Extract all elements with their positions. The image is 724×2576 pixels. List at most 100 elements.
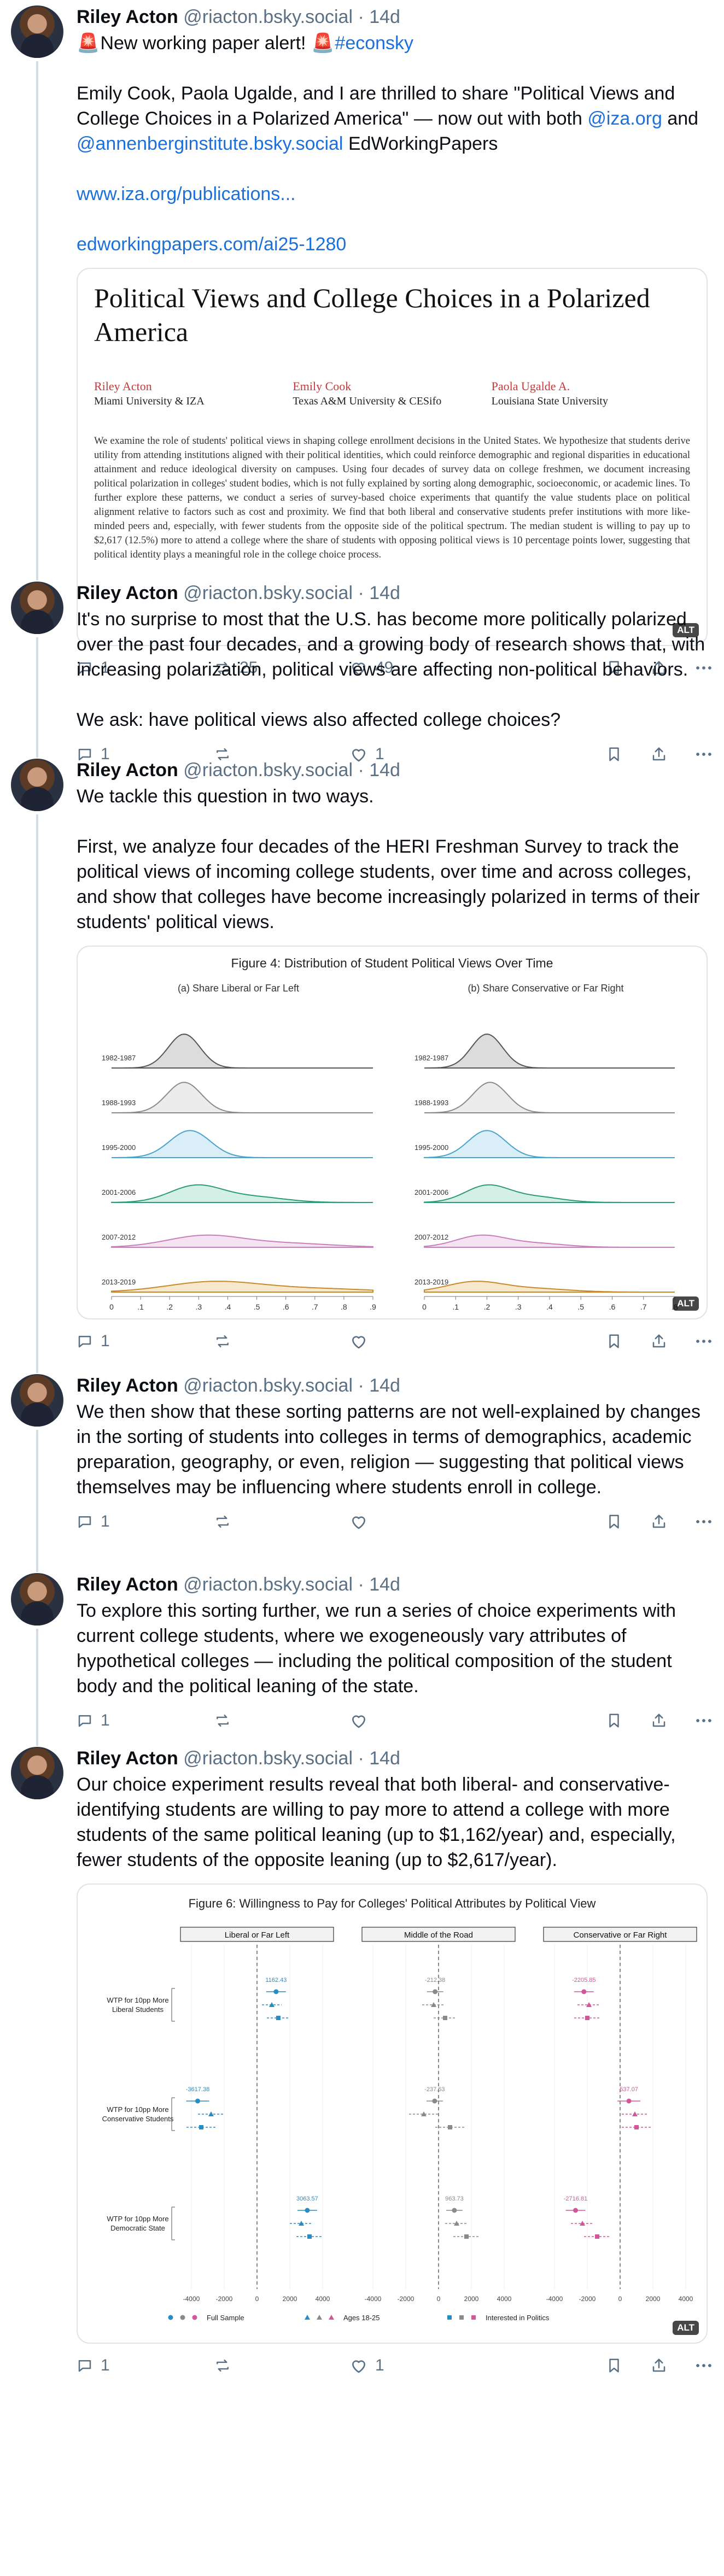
post-header: Riley Acton @riacton.bsky.social · 14d [77,4,713,30]
reply-button[interactable]: 1 [77,1512,213,1531]
post-time[interactable]: · 14d [358,1375,400,1396]
post[interactable]: Riley Acton @riacton.bsky.social · 14d 🚨… [11,0,711,677]
x-tick-label: .3 [195,1302,202,1311]
avatar[interactable] [11,582,63,634]
avatar[interactable] [11,1573,63,1626]
bookmark-button[interactable] [607,660,651,676]
heart-icon [350,660,367,676]
avatar[interactable] [11,1374,63,1427]
post[interactable]: Riley Acton @riacton.bsky.social · 14d O… [11,1741,711,2374]
bookmark-button[interactable] [607,1712,651,1729]
post-time[interactable]: · 14d [358,583,400,603]
share-icon [651,746,667,762]
legend-marker [459,2315,464,2320]
share-button[interactable] [651,1333,694,1349]
more-options-button[interactable] [694,746,713,762]
post[interactable]: Riley Acton @riacton.bsky.social · 14d T… [11,1568,711,1746]
x-tick-label: .2 [166,1302,173,1311]
avatar[interactable] [11,759,63,811]
repost-button[interactable]: 25 [213,659,350,677]
x-tick-label: -2000 [579,2295,596,2303]
more-options-button[interactable] [694,1333,713,1349]
share-button[interactable] [651,746,694,762]
avatar[interactable] [11,1747,63,1799]
more-options-button[interactable] [694,2357,713,2374]
estimate-point [573,2208,578,2213]
repost-button[interactable] [213,1333,350,1349]
density-curve [424,1033,675,1069]
avatar[interactable] [11,5,63,58]
figure-6-image[interactable]: Figure 6: Willingness to Pay for College… [77,1883,708,2344]
repost-button[interactable] [213,2357,350,2374]
hashtag-link[interactable]: #econsky [335,33,414,54]
like-button[interactable]: 1 [350,745,607,764]
author-name[interactable]: Riley Acton [77,1375,178,1396]
panel-title: Middle of the Road [404,1930,473,1940]
bookmark-icon [607,2357,621,2374]
share-button[interactable] [651,660,694,676]
mention-link[interactable]: @iza.org [587,108,662,129]
more-options-button[interactable] [694,1712,713,1729]
author-handle[interactable]: @riacton.bsky.social [183,7,353,27]
estimate-point [421,2111,427,2116]
estimate-point [454,2221,459,2226]
bookmark-button[interactable] [607,2357,651,2374]
repost-button[interactable] [213,1712,350,1729]
reply-button[interactable]: 1 [77,745,213,764]
bookmark-button[interactable] [607,1513,651,1530]
author-name[interactable]: Riley Acton [77,7,178,27]
repost-button[interactable] [213,1513,350,1530]
x-tick-label: .4 [546,1302,553,1311]
post[interactable]: Riley Acton @riacton.bsky.social · 14d W… [11,1369,711,1572]
reply-count: 1 [101,745,110,763]
heart-icon [350,1333,367,1349]
like-button[interactable] [350,1333,607,1349]
alt-badge[interactable]: ALT [673,2321,699,2335]
repost-icon [213,1333,232,1349]
post-time[interactable]: · 14d [358,760,400,781]
author-name[interactable]: Riley Acton [77,760,178,781]
post-time[interactable]: · 14d [358,1748,400,1769]
author-handle[interactable]: @riacton.bsky.social [183,583,353,603]
figure-4-image[interactable]: Figure 4: Distribution of Student Politi… [77,946,708,1319]
reply-button[interactable]: 1 [77,2356,213,2375]
url-link[interactable]: www.iza.org/publications... [77,184,296,204]
like-button[interactable]: 49 [350,659,607,677]
repost-button[interactable] [213,746,350,762]
more-options-button[interactable] [694,1513,713,1530]
share-button[interactable] [651,1712,694,1729]
reply-button[interactable]: 1 [77,1332,213,1351]
url-link[interactable]: edworkingpapers.com/ai25-1280 [77,234,347,255]
density-curve [112,1034,373,1069]
bookmark-button[interactable] [607,746,651,762]
like-button[interactable] [350,1712,607,1729]
post[interactable]: Riley Acton @riacton.bsky.social · 14d W… [11,753,711,1373]
author-name[interactable]: Riley Acton [77,583,178,603]
alt-badge[interactable]: ALT [673,623,699,637]
bookmark-button[interactable] [607,1333,651,1349]
post-time[interactable]: · 14d [358,7,400,27]
alt-badge[interactable]: ALT [673,1296,699,1311]
more-options-button[interactable] [694,660,713,676]
author-name[interactable]: Riley Acton [77,1574,178,1595]
post[interactable]: Riley Acton @riacton.bsky.social · 14d I… [11,576,711,763]
like-button[interactable]: 1 [350,2356,607,2375]
post-time[interactable]: · 14d [358,1574,400,1595]
share-button[interactable] [651,2357,694,2374]
author-handle[interactable]: @riacton.bsky.social [183,1375,353,1396]
series-label: 1982-1987 [102,1054,136,1062]
series-label: 2013-2019 [102,1278,136,1286]
mention-link[interactable]: @annenberginstitute.bsky.social [77,133,343,154]
like-button[interactable] [350,1513,607,1530]
author-handle[interactable]: @riacton.bsky.social [183,1574,353,1595]
legend-marker [168,2315,173,2320]
author-handle[interactable]: @riacton.bsky.social [183,760,353,781]
reply-button[interactable]: 1 [77,659,213,677]
share-button[interactable] [651,1513,694,1530]
paper-image[interactable]: Political Views and College Choices in a… [77,268,708,646]
estimate-point [433,1989,438,1994]
author-handle[interactable]: @riacton.bsky.social [183,1748,353,1769]
reply-button[interactable]: 1 [77,1711,213,1730]
post-header: Riley Acton @riacton.bsky.social · 14d [77,758,713,783]
author-name[interactable]: Riley Acton [77,1748,178,1769]
